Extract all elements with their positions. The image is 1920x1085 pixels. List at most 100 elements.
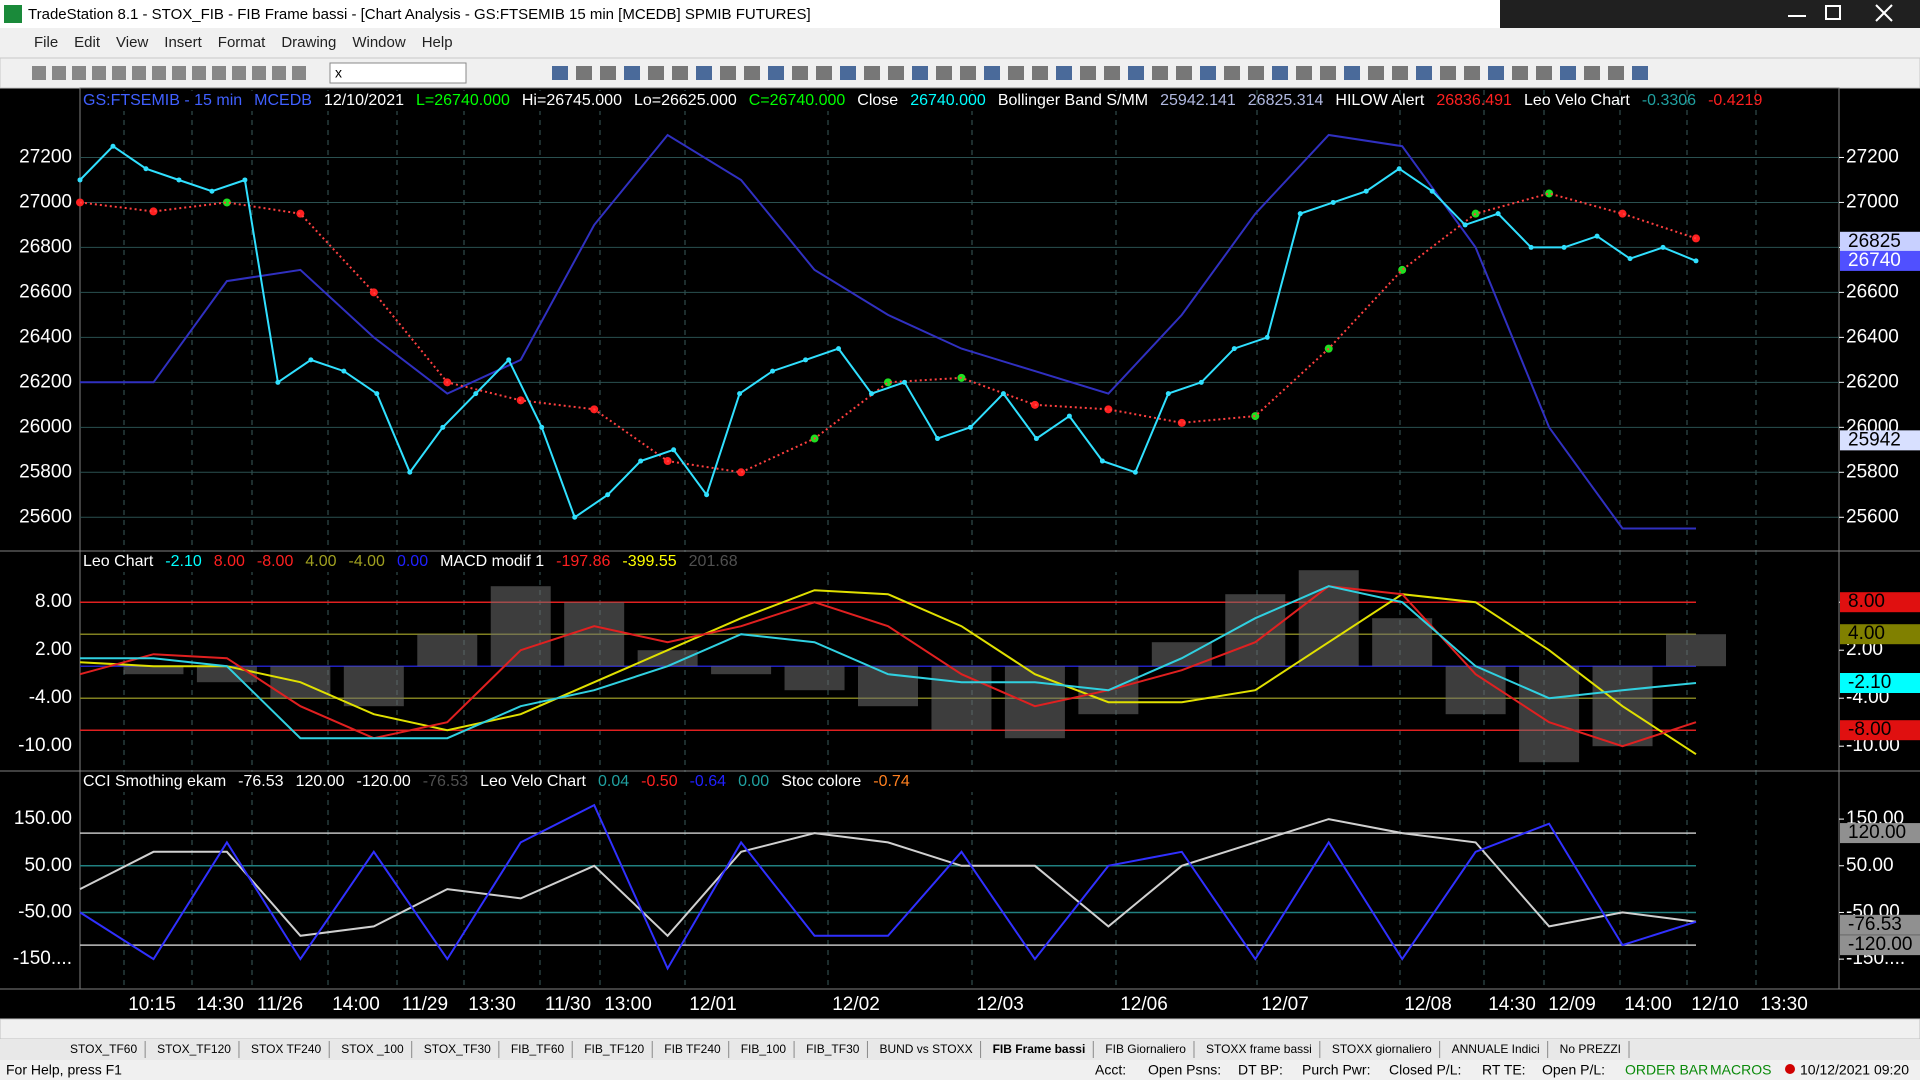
toolbar-icon[interactable] [132, 66, 146, 80]
menu-item[interactable]: Edit [74, 34, 101, 51]
y-tick-label-right: 50.00 [1846, 855, 1894, 876]
tab[interactable]: STOX_TF60 [70, 1042, 137, 1056]
tab[interactable]: STOX TF240 [251, 1042, 322, 1056]
menu-item[interactable]: File [34, 34, 58, 51]
toolbar-icon[interactable] [1296, 66, 1312, 80]
toolbar-icon[interactable] [292, 66, 306, 80]
tab[interactable]: No PREZZI [1560, 1042, 1621, 1056]
symbol-box[interactable] [329, 62, 467, 84]
toolbar-icon[interactable] [252, 66, 266, 80]
window-buttons[interactable] [1788, 4, 1893, 22]
tab[interactable]: STOXX frame bassi [1206, 1042, 1312, 1056]
toolbar-icon[interactable] [1320, 66, 1336, 80]
toolbar-icon[interactable] [1104, 66, 1120, 80]
tab[interactable]: FIB_TF30 [806, 1042, 860, 1056]
toolbar-icon[interactable] [1032, 66, 1048, 80]
x-tick-label: 12/09 [1548, 994, 1596, 1015]
tab[interactable]: ANNUALE Indici [1452, 1042, 1540, 1056]
tab[interactable]: STOX_TF30 [424, 1042, 491, 1056]
y-tick-label-right: 25800 [1846, 461, 1899, 482]
toolbar-icon[interactable] [1008, 66, 1024, 80]
toolbar-icon[interactable] [32, 66, 46, 80]
toolbar-icon[interactable] [112, 66, 126, 80]
toolbar-icon[interactable] [576, 66, 592, 80]
tab[interactable]: BUND vs STOXX [879, 1042, 972, 1056]
tab[interactable]: FIB_100 [741, 1042, 787, 1056]
toolbar-icon[interactable] [1176, 66, 1192, 80]
panel-header: -2.10 [165, 553, 202, 570]
toolbar-icon[interactable] [192, 66, 206, 80]
toolbar-icon[interactable] [212, 66, 226, 80]
toolbar-icon[interactable] [1128, 66, 1144, 80]
x-tick-label: 13:30 [468, 994, 516, 1015]
toolbar-icon[interactable] [1392, 66, 1408, 80]
toolbar-icon[interactable] [1056, 66, 1072, 80]
menu-item[interactable]: Window [352, 34, 406, 51]
panel-header: Leo Velo Chart [480, 773, 586, 790]
toolbar-icon[interactable] [1464, 66, 1480, 80]
tab[interactable]: FIB Frame bassi [993, 1042, 1086, 1056]
toolbar-icon[interactable] [840, 66, 856, 80]
symbol-box-text[interactable]: x [335, 65, 342, 81]
toolbar-icon[interactable] [672, 66, 688, 80]
toolbar-icon[interactable] [960, 66, 976, 80]
toolbar-icon[interactable] [936, 66, 952, 80]
menu-item[interactable]: Insert [164, 34, 202, 51]
toolbar-icon[interactable] [1560, 66, 1576, 80]
toolbar-icon[interactable] [984, 66, 1000, 80]
toolbar-icon[interactable] [232, 66, 246, 80]
toolbar-icon[interactable] [152, 66, 166, 80]
toolbar-icon[interactable] [1440, 66, 1456, 80]
toolbar-icon[interactable] [1584, 66, 1600, 80]
tab[interactable]: FIB_TF120 [584, 1042, 644, 1056]
toolbar-icon[interactable] [272, 66, 286, 80]
toolbar-icon[interactable] [172, 66, 186, 80]
toolbar-icon[interactable] [1344, 66, 1360, 80]
toolbar-icon[interactable] [52, 66, 66, 80]
toolbar-icon[interactable] [1488, 66, 1504, 80]
scrollbar[interactable] [0, 1018, 1920, 1040]
tab[interactable]: FIB TF240 [664, 1042, 721, 1056]
toolbar-icon[interactable] [648, 66, 664, 80]
toolbar-icon[interactable] [552, 66, 568, 80]
toolbar-icon[interactable] [1512, 66, 1528, 80]
header-bg [81, 552, 1181, 572]
toolbar-icon[interactable] [624, 66, 640, 80]
toolbar-icon[interactable] [600, 66, 616, 80]
toolbar-icon[interactable] [92, 66, 106, 80]
menu-item[interactable]: Format [218, 34, 266, 51]
tab[interactable]: STOX_TF120 [157, 1042, 231, 1056]
toolbar-icon[interactable] [1200, 66, 1216, 80]
toolbar-icon[interactable] [816, 66, 832, 80]
toolbar-icon[interactable] [792, 66, 808, 80]
toolbar-icon[interactable] [1272, 66, 1288, 80]
toolbar-icon[interactable] [768, 66, 784, 80]
toolbar-icon[interactable] [912, 66, 928, 80]
y-tick-label: 2.00 [35, 639, 72, 660]
toolbar-icon[interactable] [1248, 66, 1264, 80]
toolbar-icon[interactable] [888, 66, 904, 80]
price-marker [1840, 430, 1920, 451]
x-tick-label: 12/02 [832, 994, 880, 1015]
toolbar-icon[interactable] [1536, 66, 1552, 80]
toolbar-icon[interactable] [72, 66, 86, 80]
toolbar-icon[interactable] [1416, 66, 1432, 80]
toolbar-icon[interactable] [864, 66, 880, 80]
menu-item[interactable]: View [116, 34, 148, 51]
toolbar-icon[interactable] [1368, 66, 1384, 80]
average-dot [1618, 209, 1627, 218]
toolbar-icon[interactable] [1152, 66, 1168, 80]
toolbar-icon[interactable] [696, 66, 712, 80]
toolbar-icon[interactable] [1224, 66, 1240, 80]
tab[interactable]: STOXX giornaliero [1332, 1042, 1432, 1056]
tab[interactable]: FIB_TF60 [511, 1042, 565, 1056]
tab[interactable]: STOX _100 [341, 1042, 404, 1056]
tab[interactable]: FIB Giornaliero [1105, 1042, 1186, 1056]
toolbar-icon[interactable] [720, 66, 736, 80]
menu-item[interactable]: Drawing [281, 34, 336, 51]
toolbar-icon[interactable] [1632, 66, 1648, 80]
toolbar-icon[interactable] [1608, 66, 1624, 80]
toolbar-icon[interactable] [744, 66, 760, 80]
menu-item[interactable]: Help [422, 34, 453, 51]
toolbar-icon[interactable] [1080, 66, 1096, 80]
